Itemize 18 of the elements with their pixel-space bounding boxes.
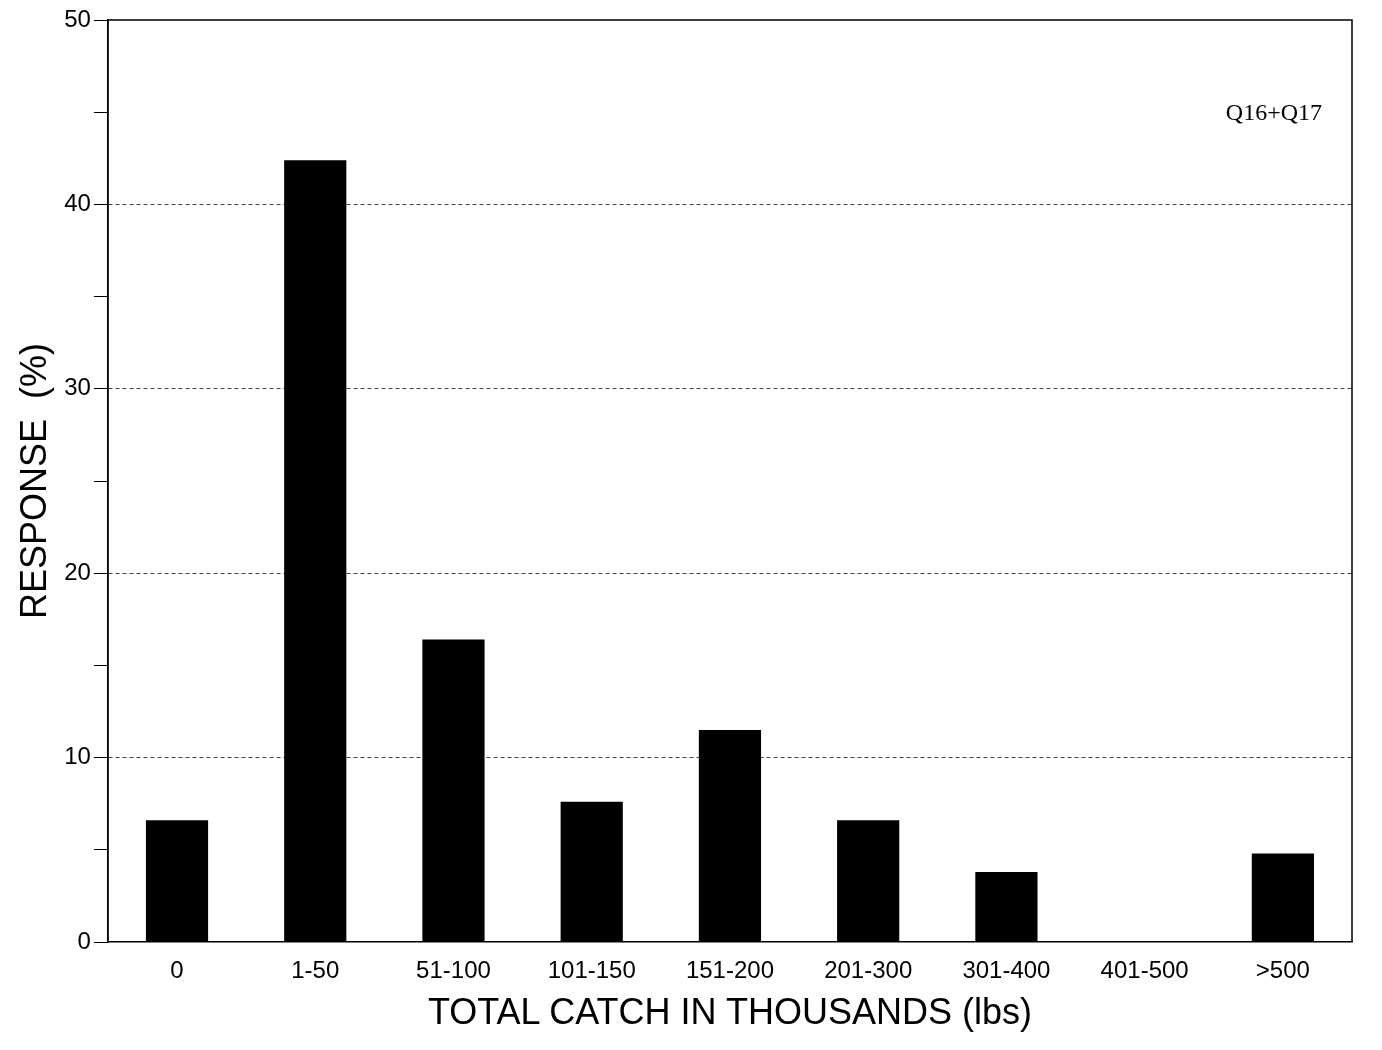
- x-tick-label: 201-300: [824, 956, 913, 984]
- x-axis-title: TOTAL CATCH IN THOUSANDS (lbs): [427, 991, 1032, 1033]
- y-tick-label: 50: [64, 4, 91, 32]
- x-tick-label: 1-50: [291, 956, 340, 984]
- y-tick-label: 10: [64, 742, 91, 770]
- y-tick-label: 20: [64, 557, 91, 585]
- y-axis-title: RESPONSE (%): [12, 342, 54, 620]
- x-tick-label: 101-150: [547, 956, 636, 984]
- x-tick-label: 151-200: [685, 956, 774, 984]
- y-tick-label: 0: [77, 926, 91, 954]
- x-tick-label: 301-400: [962, 956, 1051, 984]
- x-tick-label: 401-500: [1100, 956, 1189, 984]
- y-tick-label: 40: [64, 189, 91, 217]
- annotation: Q16+Q17: [1225, 99, 1322, 125]
- x-tick-label: 51-100: [416, 956, 491, 984]
- x-tick-label: 0: [170, 956, 184, 984]
- x-tick-label: >500: [1255, 956, 1310, 984]
- y-tick-label: 30: [64, 373, 91, 401]
